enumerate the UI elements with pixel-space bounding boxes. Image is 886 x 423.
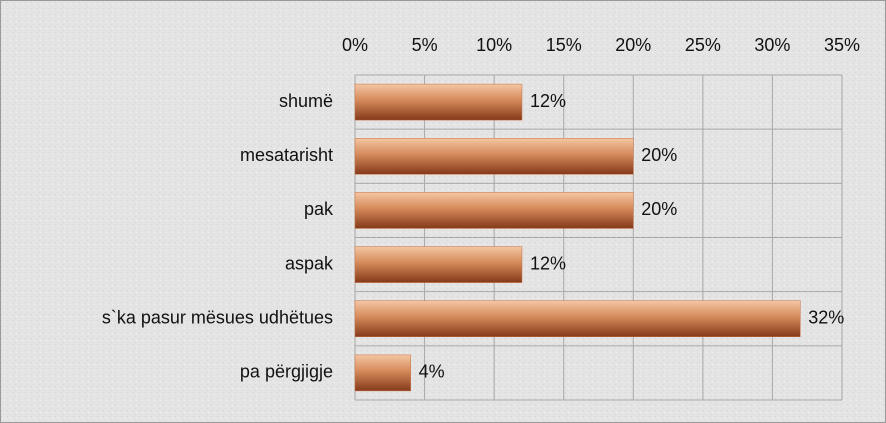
x-tick-label: 30% — [754, 35, 790, 55]
y-tick-label: pak — [304, 199, 334, 219]
bar — [354, 300, 801, 337]
y-tick-label: s`ka pasur mësues udhëtues — [102, 308, 333, 328]
x-tick-label: 10% — [476, 35, 512, 55]
bar — [354, 192, 634, 229]
bar — [354, 246, 523, 283]
y-tick-label: shumë — [279, 91, 333, 111]
y-tick-label: mesatarisht — [240, 145, 333, 165]
bar — [354, 138, 634, 175]
value-label: 4% — [419, 362, 445, 382]
bar — [354, 354, 411, 392]
x-tick-label: 25% — [685, 35, 721, 55]
x-tick-label: 20% — [615, 35, 651, 55]
x-tick-label: 35% — [824, 35, 860, 55]
y-tick-label: aspak — [285, 253, 334, 273]
x-tick-label: 5% — [412, 35, 438, 55]
x-tick-label: 0% — [342, 35, 368, 55]
value-label: 20% — [641, 199, 677, 219]
y-tick-label: pa përgjigje — [240, 362, 333, 382]
value-label: 12% — [530, 91, 566, 111]
bar — [354, 83, 523, 121]
value-label: 12% — [530, 253, 566, 273]
x-tick-label: 15% — [546, 35, 582, 55]
value-label: 20% — [641, 145, 677, 165]
value-label: 32% — [808, 308, 844, 328]
